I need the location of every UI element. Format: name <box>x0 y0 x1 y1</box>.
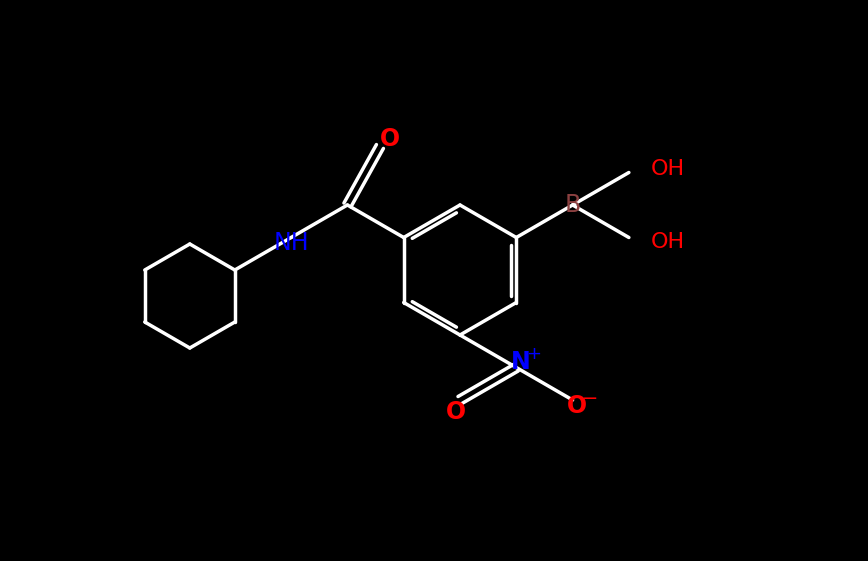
Text: +: + <box>526 344 541 362</box>
Text: B: B <box>564 193 581 217</box>
Text: O: O <box>567 394 587 418</box>
Text: N: N <box>510 350 530 374</box>
Text: OH: OH <box>651 159 685 178</box>
Text: OH: OH <box>651 232 685 251</box>
Text: −: − <box>582 389 599 407</box>
Text: O: O <box>446 400 466 424</box>
Text: O: O <box>380 126 400 150</box>
Text: NH: NH <box>273 231 309 255</box>
